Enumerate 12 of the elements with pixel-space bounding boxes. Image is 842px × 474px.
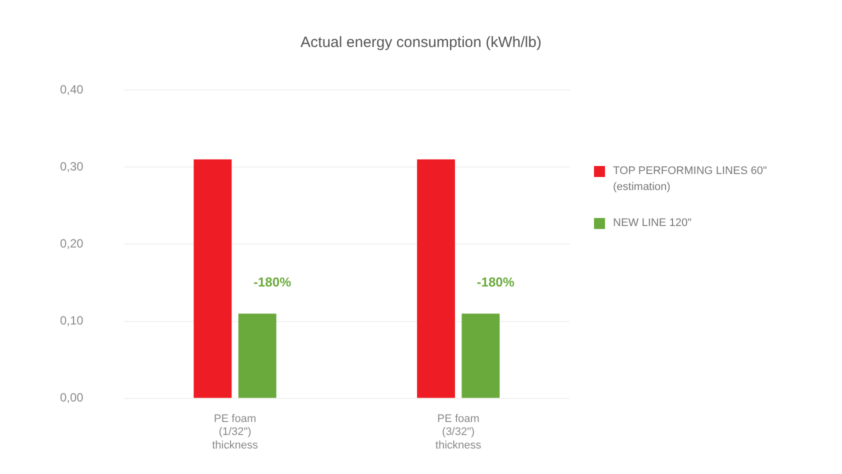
- legend-label: NEW LINE 120": [613, 216, 692, 231]
- x-tick-label: PE foam (1/32") thickness: [212, 413, 258, 452]
- annotation: -180%: [476, 274, 515, 290]
- chart-title: Actual energy consumption (kWh/lb): [300, 34, 542, 51]
- legend-label: TOP PERFORMING LINES 60" (estimation): [613, 164, 767, 195]
- annotation: -180%: [254, 274, 292, 290]
- y-tick-label: 0,10: [60, 314, 84, 328]
- y-tick-label: 0,40: [60, 82, 84, 96]
- y-tick-label: 0,20: [60, 236, 84, 251]
- y-tick-label: 0,00: [60, 390, 84, 405]
- y-tick-label: 0,30: [60, 159, 84, 174]
- x-tick-label: PE foam (3/32") thickness: [435, 413, 482, 452]
